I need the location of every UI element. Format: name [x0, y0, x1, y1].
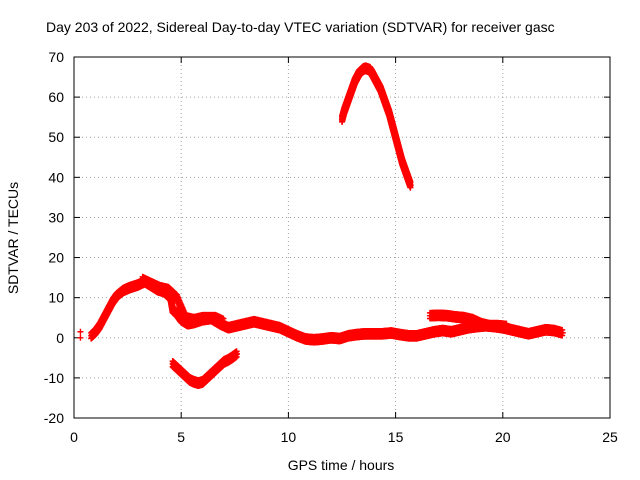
y-tick-label: 70 — [48, 49, 64, 65]
y-tick-label: 0 — [56, 330, 64, 346]
y-tick-label: 40 — [48, 169, 64, 185]
series-arc-peak — [339, 62, 414, 191]
series-arc-main — [88, 275, 566, 346]
series-arc-upper-mid — [139, 273, 228, 328]
x-tick-label: 15 — [388, 429, 404, 445]
x-tick-label: 5 — [177, 429, 185, 445]
data-point — [504, 323, 511, 330]
chart-title: Day 203 of 2022, Sidereal Day-to-day VTE… — [46, 19, 555, 35]
x-tick-label: 20 — [495, 429, 511, 445]
y-tick-label: -10 — [44, 370, 64, 386]
x-tick-label: 0 — [70, 429, 78, 445]
x-tick-label: 25 — [602, 429, 618, 445]
series-arc-dip — [169, 348, 240, 389]
tick-labels: 0 5 10 15 20 25 -20 -10 0 10 20 30 40 50 60 70 — [44, 49, 618, 445]
y-tick-label: 60 — [48, 89, 64, 105]
y-tick-label: 10 — [48, 290, 64, 306]
y-tick-label: 50 — [48, 129, 64, 145]
data-point — [221, 318, 228, 325]
data-point — [559, 329, 566, 336]
x-tick-label: 10 — [281, 429, 297, 445]
series-layer — [77, 62, 566, 389]
y-tick-label: -20 — [44, 410, 64, 426]
plot-frame — [73, 56, 611, 419]
data-point — [233, 350, 240, 357]
y-tick-label: 20 — [48, 250, 64, 266]
series-arc-right-upper — [426, 309, 511, 333]
y-tick-label: 30 — [48, 209, 64, 225]
